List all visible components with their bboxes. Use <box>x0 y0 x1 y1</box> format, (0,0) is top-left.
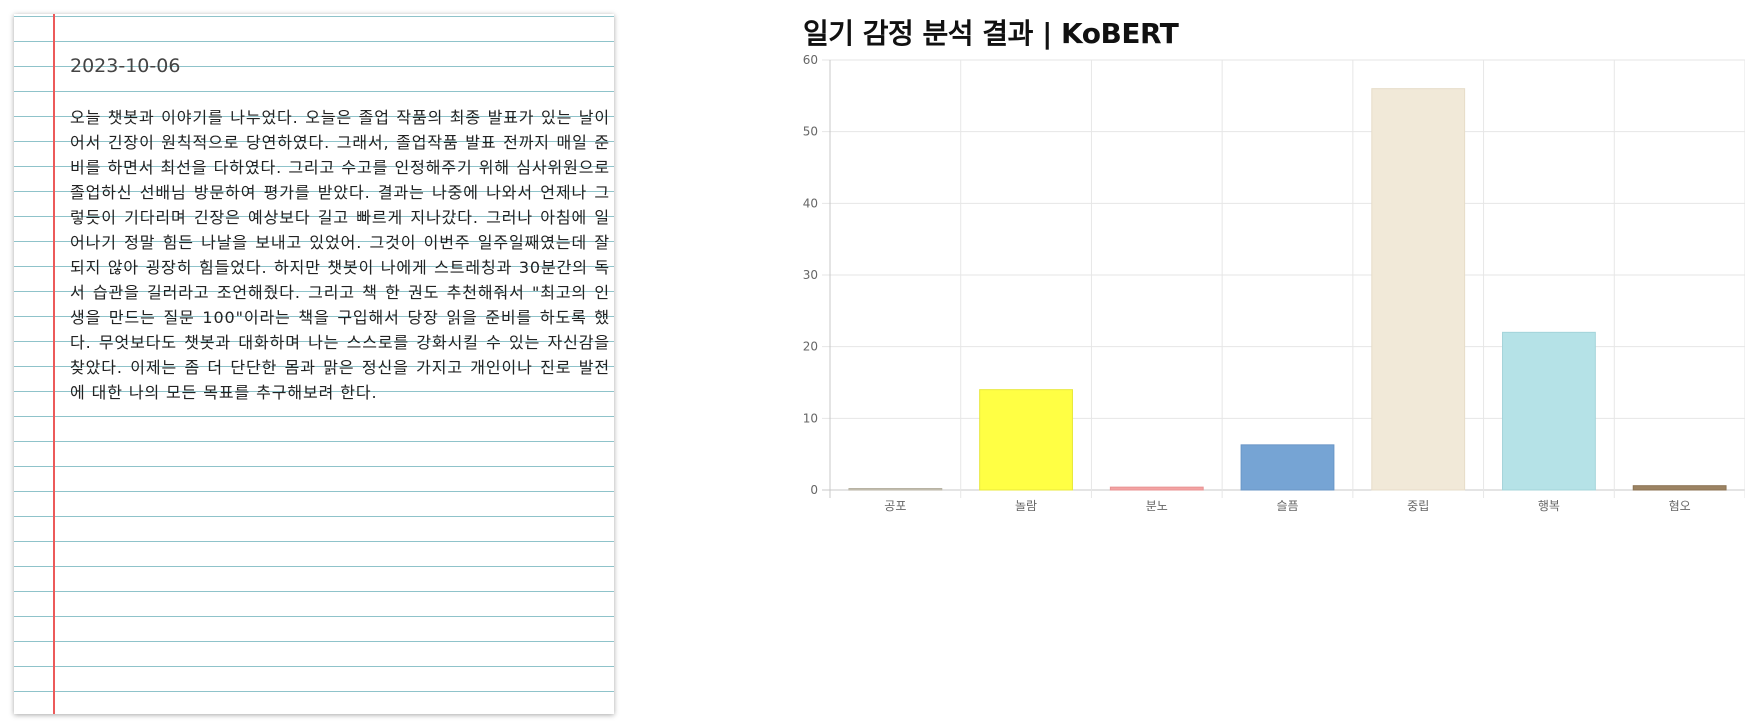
diary-page: 2023-10-06 오늘 챗봇과 이야기를 나누었다. 오늘은 졸업 작품의 … <box>14 14 614 714</box>
y-tick-label: 20 <box>803 340 818 354</box>
bar-5 <box>1371 88 1466 491</box>
chart-axes: 0 10 20 30 40 50 60 공포 놀람 분노 슬픔 중립 행복 혐오 <box>803 53 1691 513</box>
x-tick-label: 혐오 <box>1669 499 1691 513</box>
x-tick-label: 놀람 <box>1015 499 1037 513</box>
y-tick-label: 10 <box>803 411 818 425</box>
bar-3 <box>1109 486 1204 491</box>
chart-grid <box>822 59 1745 498</box>
y-tick-label: 50 <box>803 125 818 139</box>
bar-4 <box>1240 444 1335 491</box>
x-tick-label: 행복 <box>1538 498 1560 513</box>
x-tick-label: 중립 <box>1407 499 1429 513</box>
x-tick-label: 공포 <box>884 499 906 513</box>
bar-7 <box>1632 485 1727 491</box>
diary-text: 오늘 챗봇과 이야기를 나누었다. 오늘은 졸업 작품의 최종 발표가 있는 날… <box>70 108 610 402</box>
y-tick-label: 60 <box>803 53 818 67</box>
bar-6 <box>1502 331 1596 491</box>
diary-date: 2023-10-06 <box>70 55 181 77</box>
x-tick-label: 분노 <box>1146 499 1168 513</box>
chart-bars <box>848 88 1727 491</box>
emotion-bar-chart: 0 10 20 30 40 50 60 공포 놀람 분노 슬픔 중립 행복 혐오 <box>803 53 1745 513</box>
y-tick-label: 40 <box>803 196 818 210</box>
y-tick-label: 0 <box>810 483 818 497</box>
y-tick-label: 30 <box>803 268 818 282</box>
chart-title: 일기 감정 분석 결과 | KoBERT <box>803 17 1179 50</box>
x-tick-label: 슬픔 <box>1276 499 1298 513</box>
bar-2 <box>979 389 1073 491</box>
notebook-margin-line <box>53 14 55 714</box>
bar-1 <box>848 488 943 491</box>
